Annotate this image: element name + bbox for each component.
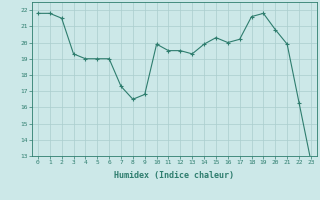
X-axis label: Humidex (Indice chaleur): Humidex (Indice chaleur) — [115, 171, 234, 180]
